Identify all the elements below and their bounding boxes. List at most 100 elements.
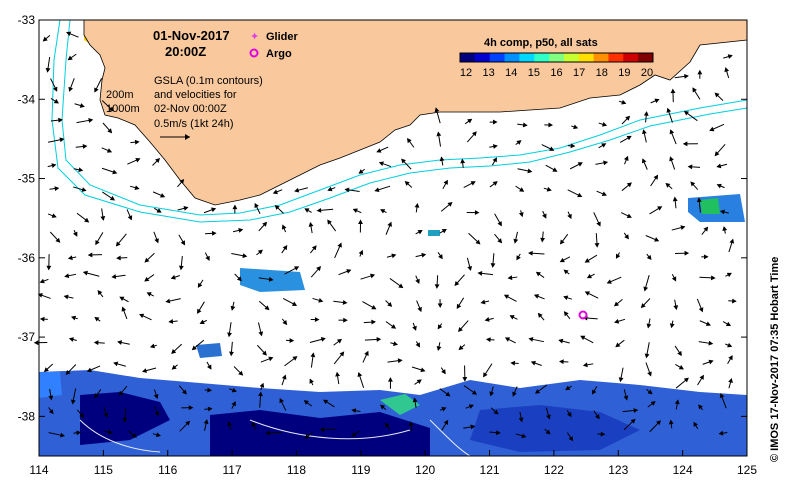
velocity-arrow-head [693,421,698,427]
velocity-arrow-head [211,230,217,236]
velocity-arrow-head [513,238,519,244]
latitude-axis: -33 -34 -35 -36 -37 -38 [18,13,747,423]
velocity-arrow-head [344,187,350,193]
velocity-arrow-head [412,325,417,331]
velocity-arrow-head [59,137,65,143]
velocity-arrow-head [391,253,397,259]
longitude-axis: 114 115 116 117 118 119 120 121 122 123 124 125 [29,450,757,477]
velocity-arrow-head [205,255,210,261]
velocity-arrow-head [528,250,533,256]
velocity-arrow-head [364,350,369,356]
velocity-arrow-head [436,131,442,137]
velocity-arrow-head [439,156,445,162]
velocity-arrow-head [155,158,161,163]
velocity-arrow-head [480,299,486,305]
colorbar-swatch [593,53,609,62]
velocity-arrow-head [314,317,320,322]
velocity-arrow-head [100,216,106,221]
lon-tick-label: 115 [94,463,113,477]
velocity-arrow-head [231,401,236,407]
velocity-arrow-head [68,337,74,342]
velocity-arrow-head [507,275,513,281]
velocity-arrow-head [211,207,217,213]
velocity-arrow-head [654,98,660,104]
velocity-arrow-head [563,269,569,275]
colorbar-swatch [623,53,639,62]
velocity-arrow-head [316,266,322,272]
velocity-arrow-head [462,377,468,382]
velocity-arrow-head [719,209,725,215]
velocity-arrow-head [106,148,113,153]
velocity-arrow-head [421,252,427,258]
velocity-arrow-head [67,55,73,61]
velocity-arrow-head [118,390,124,396]
velocity-arrow-head [670,88,676,94]
colorbar-swatch [578,53,595,62]
velocity-arrow-head [641,158,647,164]
velocity-arrow-head [282,245,288,251]
velocity-arrow-head [728,355,733,361]
velocity-arrow-head [443,179,448,185]
velocity-arrow-head [690,181,696,187]
velocity-arrow-head [371,304,377,310]
velocity-arrow-head [489,391,495,397]
lon-tick-label: 122 [544,463,564,477]
argo-float-marker [578,310,588,320]
colorbar-swatch [638,53,654,62]
velocity-arrow-head [624,234,629,240]
velocity-arrow-head [183,206,189,211]
depth-label-200: 200m [106,89,134,101]
velocity-arrows [33,31,737,442]
lat-tick-label: -33 [18,13,36,27]
velocity-arrow-head [358,219,363,225]
argo-legend-label: Argo [266,48,292,60]
velocity-arrow-head [624,155,629,161]
velocity-arrow-head [107,429,113,435]
colorbar-tick-label: 12 [460,67,472,79]
velocity-arrow-head [122,418,128,423]
velocity-arrow-head [615,253,621,259]
velocity-arrow-head [703,254,709,260]
lat-tick-label: -38 [18,409,36,423]
velocity-arrow-head [512,391,517,397]
velocity-arrow-head [380,404,386,410]
velocity-arrow-head [727,54,733,59]
velocity-arrow-head [528,337,534,342]
velocity-arrow-head [490,263,496,268]
velocity-arrow-head [48,395,54,401]
velocity-arrow-head [546,414,551,420]
velocity-arrow-head [563,295,569,301]
colorbar-swatch [608,53,624,62]
velocity-arrow-head [371,319,376,325]
velocity-arrow-head [351,408,357,414]
velocity-arrow-head [251,421,257,427]
velocity-arrow-head [259,382,265,388]
velocity-arrow-head [281,224,287,230]
velocity-arrow-head [533,294,540,299]
velocity-arrow-head [687,164,693,170]
lon-tick-label: 125 [737,463,757,477]
velocity-arrow-head [149,343,156,349]
velocity-arrow-head [93,340,99,346]
velocity-arrow-head [722,226,728,232]
velocity-arrow-head [387,377,393,382]
velocity-arrow-head [698,307,704,313]
velocity-arrow-head [492,119,498,125]
velocity-arrow-head [530,360,536,366]
velocity-arrow-head [48,409,54,415]
velocity-arrow-head [493,409,499,415]
velocity-arrow-head [666,107,672,113]
colorbar [459,52,654,63]
velocity-arrow-head [438,254,443,260]
velocity-arrow-head [644,353,650,359]
velocity-arrow-head [376,148,382,153]
velocity-arrow-head [52,86,58,92]
velocity-arrow-head [671,276,677,282]
velocity-arrow-head [697,69,703,75]
velocity-arrow-head [641,129,647,135]
velocity-arrow-head [79,412,85,419]
velocity-arrow-head [238,370,244,376]
velocity-arrow-head [397,358,403,364]
velocity-arrow-head [577,192,583,198]
velocity-arrow-head [709,126,715,132]
